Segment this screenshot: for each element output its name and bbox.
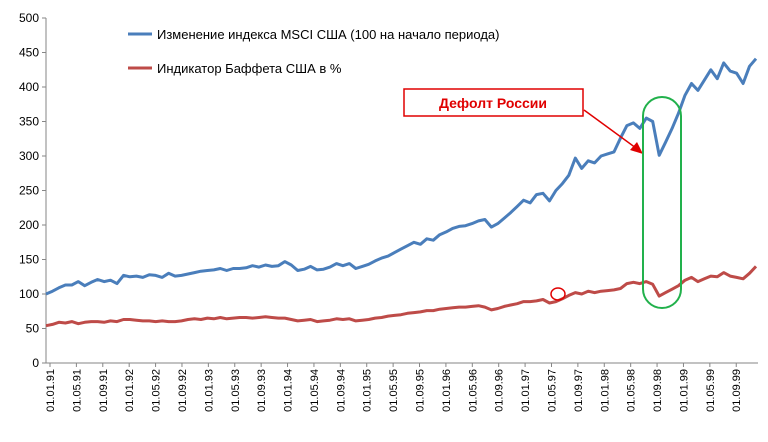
x-tick-label: 01.01.95: [362, 369, 374, 412]
legend-label-msci: Изменение индекса MSCI США (100 на начал…: [157, 27, 500, 42]
y-axis: 0 50 100 150 200 250 300 350 400 450 500: [19, 11, 47, 370]
x-tick-label: 01.05.92: [151, 369, 163, 412]
x-tick-label: 01.05.91: [71, 369, 83, 412]
y-tick-label: 0: [32, 356, 39, 370]
y-tick-label: 400: [19, 80, 39, 94]
x-tick-label: 01.09.94: [335, 369, 347, 412]
buffett-marker-circle: [550, 287, 566, 301]
x-tick-label: 01.01.92: [124, 369, 136, 412]
x-tick-label: 01.09.95: [415, 369, 427, 412]
x-tick-label: 01.05.96: [467, 369, 479, 412]
y-tick-label: 150: [19, 253, 39, 267]
x-tick-label: 01.09.93: [256, 369, 268, 412]
x-axis: 01.01.91 01.05.91 01.09.91 01.01.92 01.05.92…: [45, 362, 758, 412]
x-tick-label: 01.01.93: [203, 369, 215, 412]
x-tick-label: 01.01.99: [678, 369, 690, 412]
x-tick-label: 01.05.94: [309, 369, 321, 412]
y-tick-label: 500: [19, 11, 39, 25]
x-tick-label: 01.01.94: [283, 369, 295, 412]
x-tick-label: 01.09.91: [98, 369, 110, 412]
x-tick-label: 01.09.98: [652, 369, 664, 412]
x-tick-label: 01.05.97: [546, 369, 558, 412]
y-tick-label: 100: [19, 287, 39, 301]
y-tick-label: 450: [19, 46, 39, 60]
x-tick-label: 01.09.96: [494, 369, 506, 412]
y-tick-label: 350: [19, 115, 39, 129]
y-tick-label: 300: [19, 149, 39, 163]
x-tick-label: 01.01.91: [45, 369, 57, 412]
annotation-arrowhead: [630, 142, 643, 154]
x-tick-label: 01.09.97: [573, 369, 585, 412]
x-tick-label: 01.01.97: [520, 369, 532, 412]
y-tick-label: 200: [19, 218, 39, 232]
series-line-msci: [45, 57, 758, 296]
legend: Изменение индекса MSCI США (100 на начал…: [128, 27, 500, 76]
y-tick-label: 50: [26, 322, 40, 336]
annotation-box: [403, 88, 584, 117]
x-tick-label: 01.05.98: [626, 369, 638, 412]
legend-label-buffett: Индикатор Баффета США в %: [157, 61, 342, 76]
annotation-arrow: [583, 109, 637, 149]
x-tick-label: 01.09.92: [177, 369, 189, 412]
annotation-label: Дефолт России: [439, 95, 547, 111]
x-tick-label: 01.05.95: [388, 369, 400, 412]
y-tick-label: 250: [19, 184, 39, 198]
x-tick-label: 01.01.98: [599, 369, 611, 412]
default-annotation: Дефолт России: [403, 88, 643, 154]
series-line-buffett: [45, 265, 758, 328]
x-tick-label: 01.05.93: [230, 369, 242, 412]
crisis-highlight-ellipse: [642, 96, 682, 309]
x-tick-label: 01.09.99: [731, 369, 743, 412]
x-tick-label: 01.05.99: [705, 369, 717, 412]
series-layer: [45, 57, 758, 328]
x-tick-label: 01.01.96: [441, 369, 453, 412]
